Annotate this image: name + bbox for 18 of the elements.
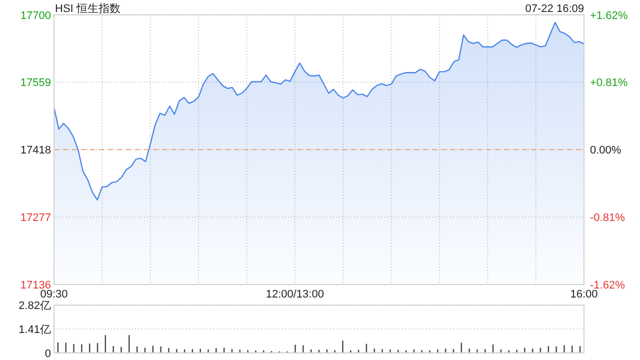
annotation: 07-22 16:09 (525, 2, 584, 15)
x-tick-label: 09:30 (40, 288, 68, 300)
x-tick-label: 12:00/13:00 (266, 288, 324, 300)
y2-tick-label: +0.81% (590, 77, 628, 90)
y-tick-label: 2.82亿 (18, 300, 51, 312)
y-tick-label: 17136 (20, 280, 51, 292)
y-tick-label: 17559 (20, 77, 51, 90)
y2-tick-label: +1.62% (590, 10, 628, 22)
y-tick-label: 17418 (20, 144, 51, 157)
chart-title: HSI 恒生指数 (55, 2, 120, 15)
y2-tick-label: 0.00% (590, 144, 622, 157)
x-tick-label: 16:00 (570, 288, 598, 300)
y-tick-label: 17277 (20, 212, 51, 224)
y-tick-label: 17700 (20, 10, 51, 22)
y-tick-label: 0 (44, 348, 51, 360)
y-tick-label: 1.41亿 (18, 324, 51, 336)
y2-tick-label: -1.62% (590, 280, 626, 292)
y2-tick-label: -0.81% (590, 212, 626, 224)
